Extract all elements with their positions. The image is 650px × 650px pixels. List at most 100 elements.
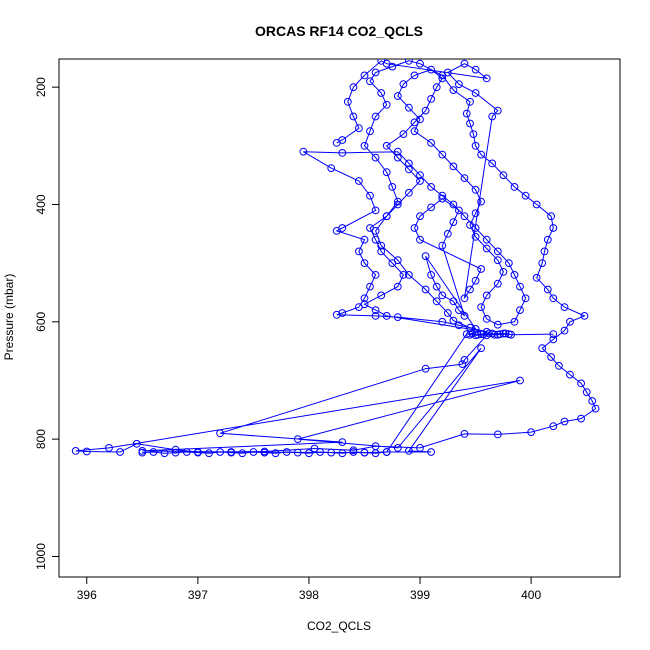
data-point	[360, 235, 369, 244]
data-point	[316, 448, 325, 456]
data-point	[249, 448, 258, 456]
data-point	[416, 177, 424, 185]
data-point	[477, 344, 486, 353]
data-point	[471, 232, 480, 241]
data-point	[460, 59, 469, 68]
data-point	[485, 329, 493, 338]
data-point	[427, 183, 436, 191]
data-point	[338, 309, 347, 317]
data-point	[466, 119, 474, 128]
data-point	[260, 448, 269, 457]
data-point	[582, 388, 591, 397]
data-point	[482, 315, 491, 323]
data-point	[482, 235, 491, 244]
data-point	[371, 449, 380, 458]
data-point	[427, 448, 436, 456]
data-point	[493, 256, 502, 265]
data-point	[577, 414, 585, 423]
data-point	[416, 212, 424, 221]
data-point	[455, 321, 463, 330]
data-point	[405, 103, 413, 112]
data-point	[410, 71, 419, 80]
data-point	[482, 291, 491, 300]
data-point	[516, 306, 524, 315]
data-point	[405, 165, 413, 174]
data-point	[366, 191, 374, 200]
data-point	[355, 124, 363, 133]
chart-title: ORCAS RF14 CO2_QCLS	[255, 23, 423, 39]
data-point	[547, 212, 555, 221]
data-point	[549, 294, 558, 303]
data-point	[471, 276, 480, 285]
data-point	[449, 162, 458, 171]
data-point	[82, 447, 91, 456]
data-point	[477, 303, 486, 312]
x-tick-label: 399	[410, 588, 430, 602]
data-point	[355, 177, 363, 185]
data-point	[427, 65, 436, 74]
data-point	[438, 74, 447, 83]
data-point	[532, 200, 541, 209]
data-point	[521, 294, 530, 303]
data-point	[462, 109, 471, 118]
y-tick-label: 800	[34, 429, 48, 449]
plot-frame	[58, 58, 621, 578]
data-point	[371, 271, 380, 279]
data-point	[588, 397, 597, 405]
data-point	[455, 80, 463, 89]
data-point	[382, 448, 391, 456]
data-point	[421, 252, 430, 261]
data-point	[516, 282, 524, 291]
x-axis: 396 397 398 399 400	[77, 577, 541, 602]
data-point	[393, 92, 402, 100]
data-point	[382, 141, 391, 150]
data-point	[393, 444, 402, 452]
data-point	[460, 312, 469, 320]
data-point	[543, 285, 552, 294]
data-point	[471, 185, 480, 194]
data-point	[338, 449, 347, 458]
data-point	[393, 200, 402, 209]
data-point	[449, 200, 458, 209]
data-point	[577, 379, 585, 388]
data-point	[591, 404, 600, 413]
data-point	[462, 330, 471, 339]
data-point	[171, 448, 180, 457]
data-point	[466, 285, 474, 294]
data-point	[366, 127, 374, 136]
data-point	[458, 360, 467, 369]
data-point	[393, 197, 402, 206]
data-point	[194, 448, 202, 457]
data-point	[438, 191, 447, 200]
data-point	[471, 209, 480, 218]
x-tick-label: 397	[188, 588, 208, 602]
y-tick-label: 400	[34, 194, 48, 214]
data-point	[360, 141, 369, 150]
data-point	[399, 80, 408, 89]
data-point	[182, 448, 191, 456]
data-point	[377, 89, 386, 97]
data-point	[493, 430, 502, 439]
data-point	[507, 330, 516, 339]
series-line	[75, 60, 597, 454]
data-point	[416, 171, 424, 180]
data-point	[327, 448, 336, 457]
data-point	[516, 376, 524, 385]
data-point	[366, 224, 374, 232]
data-point	[238, 449, 247, 458]
data-point	[416, 59, 424, 68]
data-point	[149, 448, 158, 456]
data-point	[549, 422, 558, 431]
data-point	[343, 97, 352, 106]
data-point	[293, 435, 302, 444]
data-point	[460, 212, 469, 221]
data-point	[469, 130, 478, 139]
data-point	[432, 297, 441, 306]
data-point	[377, 291, 386, 300]
data-point	[327, 164, 336, 173]
data-point	[405, 59, 413, 65]
data-point	[377, 59, 386, 65]
data-point	[549, 330, 558, 339]
data-point	[371, 306, 380, 315]
x-tick-label: 396	[77, 588, 97, 602]
